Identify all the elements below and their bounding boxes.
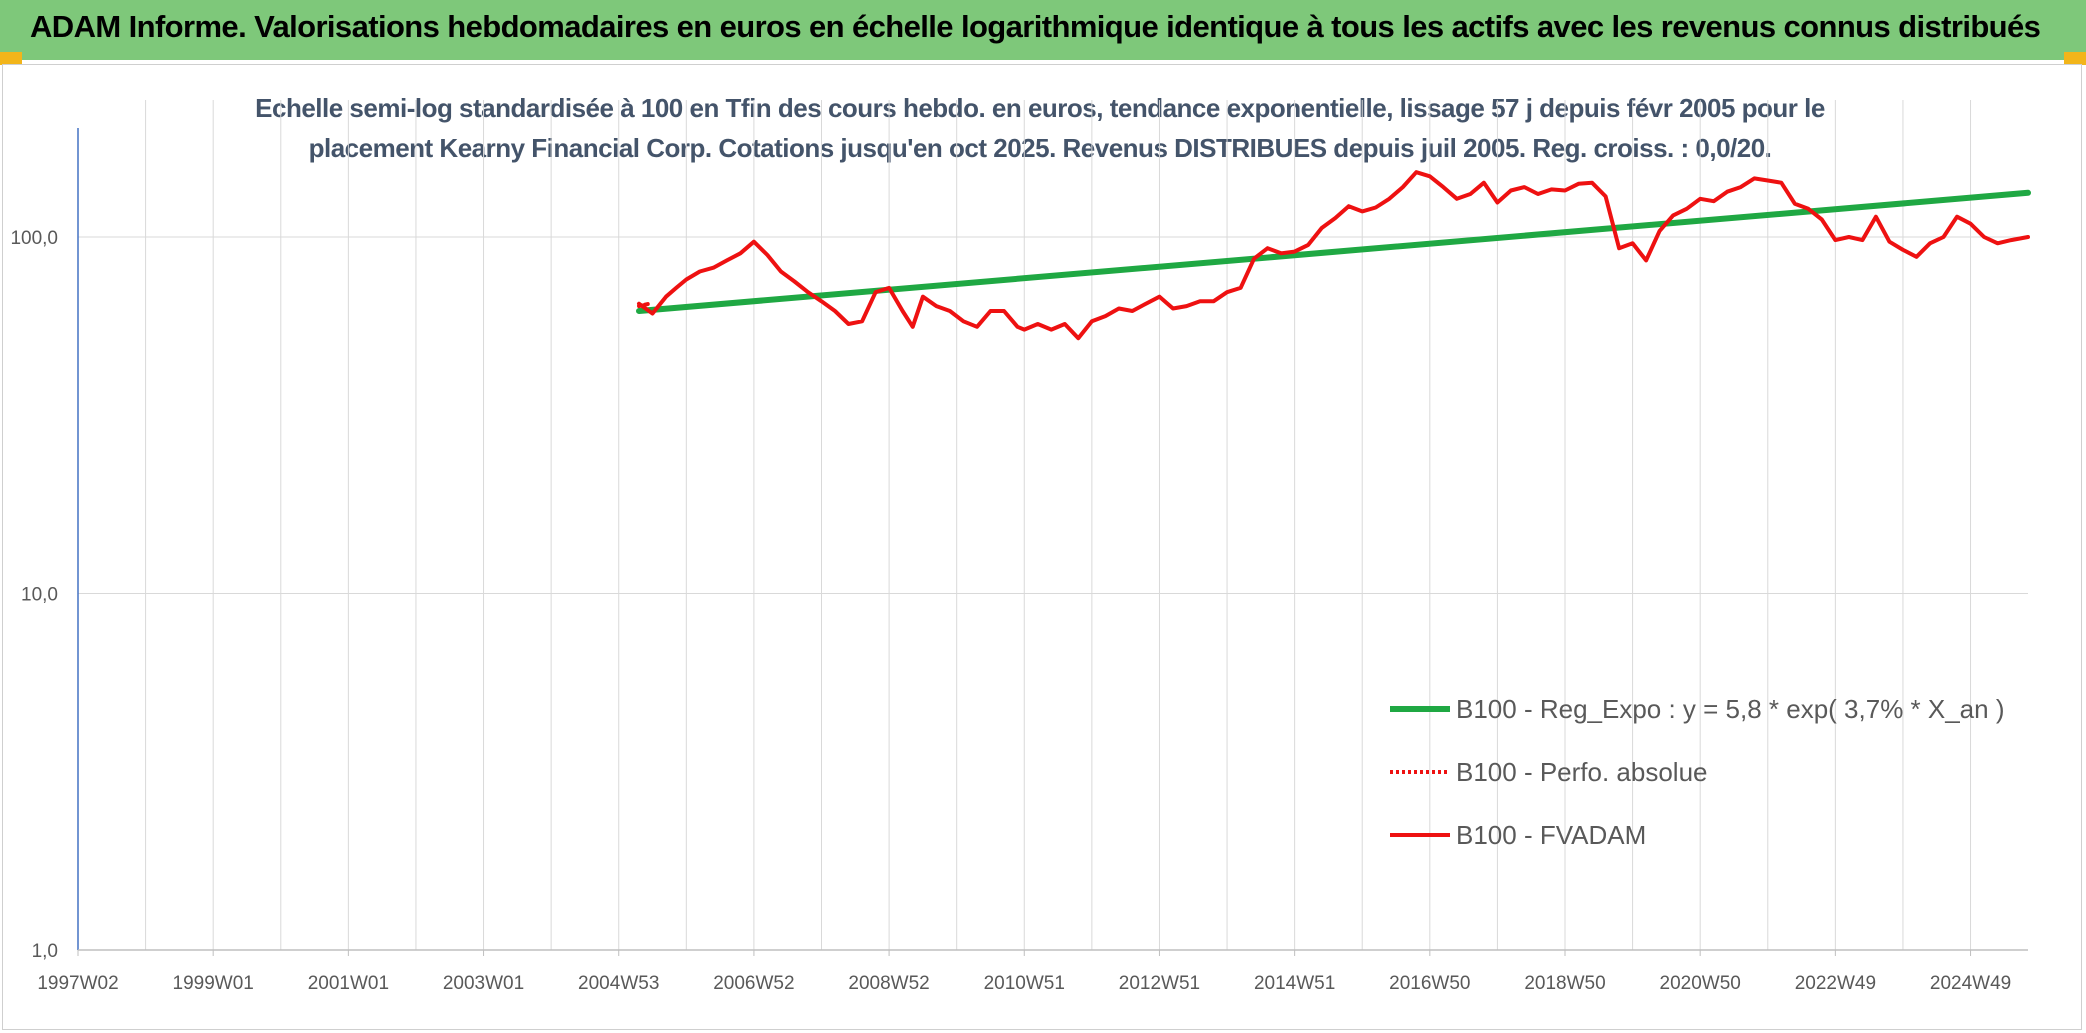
x-tick-label: 2012W51 bbox=[1119, 973, 1200, 994]
x-tick-label: 2001W01 bbox=[308, 973, 389, 994]
chart-title-line-2: placement Kearny Financial Corp. Cotatio… bbox=[308, 133, 1772, 163]
legend-label: B100 - Reg_Expo : y = 5,8 * exp( 3,7% * … bbox=[1456, 694, 2005, 724]
header-banner: ADAM Informe. Valorisations hebdomadaire… bbox=[0, 0, 2086, 60]
legend-label: B100 - FVADAM bbox=[1456, 820, 1646, 850]
corner-marker-left bbox=[0, 52, 22, 65]
x-tick-label: 2016W50 bbox=[1389, 973, 1470, 994]
x-tick-label: 2006W52 bbox=[713, 973, 794, 994]
x-tick-label: 2020W50 bbox=[1660, 973, 1741, 994]
y-tick-label: 10,0 bbox=[21, 585, 58, 606]
report-title: ADAM Informe. Valorisations hebdomadaire… bbox=[30, 9, 2041, 44]
x-tick-label: 1999W01 bbox=[173, 973, 254, 994]
x-tick-label: 2003W01 bbox=[443, 973, 524, 994]
series-line-perfo-absolue bbox=[637, 301, 652, 309]
x-tick-label: 2014W51 bbox=[1254, 973, 1335, 994]
x-tick-label: 2008W52 bbox=[848, 973, 929, 994]
x-tick-label: 2018W50 bbox=[1524, 973, 1605, 994]
series-line-fvadam bbox=[637, 170, 2030, 341]
x-tick-label: 2024W49 bbox=[1930, 973, 2011, 994]
x-tick-label: 2004W53 bbox=[578, 973, 659, 994]
x-tick-label: 2010W51 bbox=[984, 973, 1065, 994]
series-line-reg-expo bbox=[636, 189, 2031, 314]
legend-label: B100 - Perfo. absolue bbox=[1456, 757, 1708, 787]
x-tick-label: 2022W49 bbox=[1795, 973, 1876, 994]
y-tick-label: 1,0 bbox=[32, 941, 58, 962]
chart-title-line-1: Echelle semi-log standardisée à 100 en T… bbox=[255, 93, 1825, 123]
x-tick-label: 1997W02 bbox=[37, 973, 118, 994]
chart-title: Echelle semi-log standardisée à 100 en T… bbox=[240, 88, 1840, 168]
y-tick-label: 100,0 bbox=[10, 228, 58, 249]
corner-marker-right bbox=[2064, 52, 2086, 65]
